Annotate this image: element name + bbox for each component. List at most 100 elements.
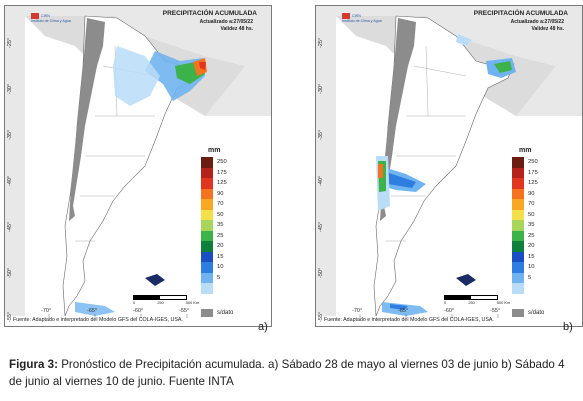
- legend-label: 5: [217, 274, 221, 281]
- legend-label: 250: [528, 159, 538, 166]
- argentina-map-b: [316, 6, 582, 318]
- no-data-legend: s/dato: [201, 309, 233, 317]
- legend-swatch: [201, 230, 213, 241]
- lon-label: -55°: [179, 308, 190, 314]
- legend-swatch: [201, 272, 213, 283]
- source-note: Fuente: Adaptado e interpretado del Mode…: [324, 317, 494, 323]
- legend-class: 20: [512, 241, 538, 252]
- legend-class: 5: [512, 272, 538, 283]
- logo-name: CIRN: [352, 13, 361, 18]
- map-title: PRECIPITACIÓN ACUMULADA: [162, 10, 257, 17]
- legend-swatch: [201, 188, 213, 199]
- no-data-label: s/dato: [217, 310, 234, 316]
- legend-swatch: [512, 251, 524, 262]
- map-title: PRECIPITACIÓN ACUMULADA: [473, 10, 568, 17]
- argentina-map-a: [5, 6, 271, 318]
- lat-label: -35°: [7, 129, 13, 140]
- legend-class: 15: [512, 251, 538, 262]
- lon-label: -70°: [41, 308, 52, 314]
- legend-class: 90: [512, 188, 538, 199]
- lon-label: -55°: [490, 308, 501, 314]
- legend-class: 5: [201, 272, 227, 283]
- lon-label: -65°: [398, 308, 409, 314]
- caption-text: Pronóstico de Precipitación acumulada. a…: [9, 358, 565, 388]
- legend-label: 50: [217, 211, 224, 218]
- legend-class: 250: [201, 157, 227, 168]
- panel-letter-a: a): [258, 321, 268, 333]
- legend-swatch: [512, 199, 524, 210]
- legend-label: 70: [217, 201, 224, 208]
- legend-class: 70: [201, 199, 227, 210]
- inta-badge-icon: [342, 13, 350, 19]
- no-data-legend: s/dato: [512, 309, 544, 317]
- lat-label: -25°: [318, 37, 324, 48]
- legend-label: 10: [528, 264, 535, 271]
- legend-label: 175: [217, 169, 227, 176]
- legend-class: [201, 283, 227, 294]
- legend-class: [512, 283, 538, 294]
- legend-label: 125: [528, 180, 538, 187]
- legend-label: 15: [217, 253, 224, 260]
- legend-label: 20: [217, 243, 224, 250]
- scale-label: 250: [157, 301, 164, 305]
- validity-label: Validez 48 hs.: [220, 26, 253, 32]
- legend-class: 50: [512, 209, 538, 220]
- legend-swatch: [201, 209, 213, 220]
- legend-label: 20: [528, 243, 535, 250]
- legend-class: 90: [201, 188, 227, 199]
- legend-class: 35: [512, 220, 538, 231]
- legend-class: 20: [201, 241, 227, 252]
- legend-swatch: [201, 199, 213, 210]
- legend-class: 175: [512, 167, 538, 178]
- legend-label: 90: [528, 190, 535, 197]
- lon-label: -60°: [444, 308, 455, 314]
- legend-swatch: [512, 220, 524, 231]
- scale-label: 0: [133, 301, 136, 305]
- scale-bar-graphic: [444, 295, 498, 300]
- lat-label: -40°: [7, 175, 13, 186]
- legend-swatch: [512, 167, 524, 178]
- legend-label: 250: [217, 159, 227, 166]
- no-data-label: s/dato: [528, 310, 545, 316]
- legend-swatch: [512, 241, 524, 252]
- legend-class: 70: [512, 199, 538, 210]
- legend-class: 175: [201, 167, 227, 178]
- legend-swatch: [201, 251, 213, 262]
- no-data-swatch: [512, 309, 524, 317]
- legend-class: 125: [512, 178, 538, 189]
- legend-swatch: [512, 283, 524, 294]
- legend-label: 10: [217, 264, 224, 271]
- no-data-swatch: [201, 309, 213, 317]
- legend-class: 250: [512, 157, 538, 168]
- precipitation-legend: 250 175 125 90 70 50 35 25 20 15 10 5: [201, 157, 227, 294]
- lat-label: -40°: [318, 175, 324, 186]
- lat-label: -30°: [7, 83, 13, 94]
- legend-label: 50: [528, 211, 535, 218]
- lat-label: -50°: [7, 267, 13, 278]
- legend-label: 70: [528, 201, 535, 208]
- lat-label: -45°: [318, 221, 324, 232]
- legend-class: 125: [201, 178, 227, 189]
- legend-swatch: [512, 272, 524, 283]
- scale-label: 250: [468, 301, 475, 305]
- legend-swatch: [201, 262, 213, 273]
- lat-label: -25°: [7, 37, 13, 48]
- scale-bar: 0 250 500 Km: [444, 295, 510, 305]
- legend-label: 25: [528, 232, 535, 239]
- legend-label: 25: [217, 232, 224, 239]
- precipitation-legend: 250 175 125 90 70 50 35 25 20 15 10 5: [512, 157, 538, 294]
- lat-label: -30°: [318, 83, 324, 94]
- map-panel-a: CIRN Instituto de Clima y Agua PRECIPITA…: [4, 5, 272, 327]
- legend-swatch: [512, 230, 524, 241]
- legend-swatch: [512, 157, 524, 168]
- validity-label: Validez 48 hs.: [531, 26, 564, 32]
- legend-swatch: [201, 283, 213, 294]
- panel-letter-b: b): [563, 321, 573, 333]
- legend-class: 35: [201, 220, 227, 231]
- scale-label: 500 Km: [496, 301, 510, 305]
- legend-label: 35: [528, 222, 535, 229]
- scale-label: 500 Km: [185, 301, 199, 305]
- legend-class: 25: [512, 230, 538, 241]
- legend-class: 15: [201, 251, 227, 262]
- legend-class: 50: [201, 209, 227, 220]
